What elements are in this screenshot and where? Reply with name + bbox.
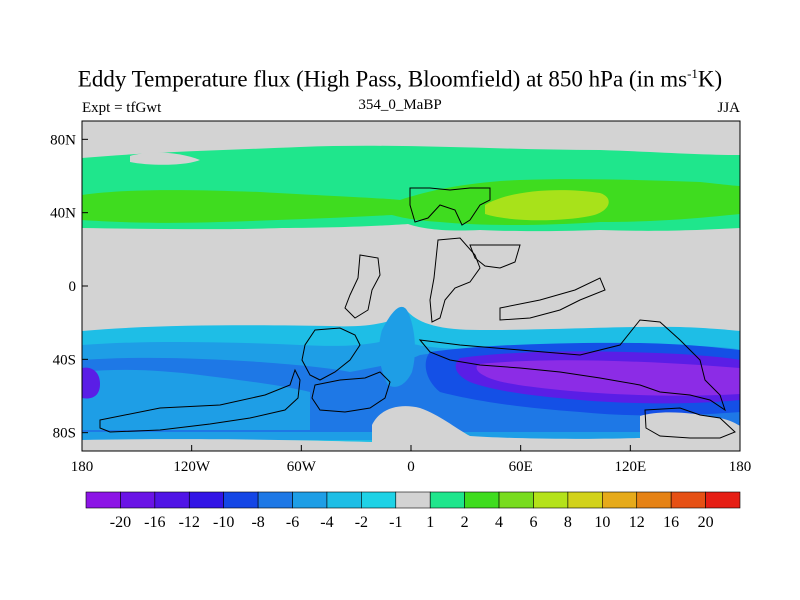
colorbar-label: -1 — [389, 514, 402, 531]
colorbar-swatch — [326, 491, 362, 509]
colorbar-swatch — [395, 491, 431, 509]
x-tick-label: 180 — [71, 459, 94, 475]
colorbar-swatch — [120, 491, 156, 509]
colorbar-label: -16 — [144, 514, 165, 531]
band-south-core — [476, 360, 740, 396]
band-north-core — [485, 190, 609, 221]
colorbar-label: -12 — [179, 514, 200, 531]
band-north-gap — [130, 152, 200, 165]
chart-title: Eddy Temperature flux (High Pass, Bloomf… — [77, 66, 723, 92]
coastline-land-8 — [311, 371, 391, 413]
colorbar-label: 12 — [629, 514, 645, 531]
coastline-land-5 — [301, 327, 361, 381]
coastline-land-9 — [644, 407, 736, 439]
colorbar-swatch — [670, 491, 706, 509]
experiment-label: Expt = tfGwt — [82, 100, 162, 116]
coastline-land-3 — [469, 244, 521, 269]
y-tick-label: 40N — [50, 206, 76, 222]
south-spike — [379, 306, 415, 387]
band-west-core — [82, 367, 100, 399]
colorbar-swatch — [154, 491, 190, 509]
coastline-land-7 — [99, 368, 301, 433]
colorbar-label: 20 — [698, 514, 714, 531]
period-label: 354_0_MaBP — [358, 97, 442, 113]
coastline-land-1 — [344, 254, 381, 319]
x-tick-label: 0 — [407, 459, 415, 475]
y-tick-label: 80S — [53, 426, 76, 442]
x-tick-label: 180 — [729, 459, 752, 475]
colorbar-label: -10 — [213, 514, 234, 531]
colorbar-label: -4 — [320, 514, 333, 531]
colorbar-swatch — [567, 491, 603, 509]
antarctic-block-2 — [82, 439, 372, 451]
colorbar-swatch — [292, 491, 328, 509]
x-tick-label: 120W — [173, 459, 211, 475]
antarctic-block-3 — [640, 412, 740, 451]
x-tick-label: 120E — [614, 459, 646, 475]
colorbar-swatch — [498, 491, 534, 509]
y-axis: 80N 40N 0 40S 80S — [50, 132, 88, 442]
colorbar-label: -20 — [110, 514, 131, 531]
colorbar-swatch — [636, 491, 672, 509]
map-field — [82, 121, 740, 451]
colorbar-label: 10 — [594, 514, 610, 531]
colorbar-label: -8 — [251, 514, 264, 531]
colorbar-swatch — [257, 491, 293, 509]
x-tick-label: 60E — [509, 459, 533, 475]
colorbar-swatch — [533, 491, 569, 509]
coastline-eurasia-north — [409, 187, 491, 226]
colorbar-label: -6 — [286, 514, 299, 531]
colorbar-label: 4 — [495, 514, 503, 531]
season-label: JJA — [717, 100, 740, 116]
y-tick-label: 0 — [69, 279, 77, 295]
colorbar-swatch — [602, 491, 638, 509]
colorbar-label: 8 — [564, 514, 572, 531]
coastline-land-6 — [418, 319, 726, 412]
colorbar: -20 -16 -12 -10 -8 -6 -4 -2 -1 1 2 4 6 8 10 12 16 20 — [85, 491, 741, 531]
colorbar-label: 16 — [663, 514, 679, 531]
x-axis: 180 120W 60W 0 60E 120E 180 — [71, 445, 752, 475]
colorbar-swatch — [223, 491, 259, 509]
x-tick-label: 60W — [287, 459, 317, 475]
y-tick-label: 40S — [53, 352, 76, 368]
y-tick-label: 80N — [50, 132, 76, 148]
colorbar-swatch — [188, 491, 224, 509]
colorbar-label: -2 — [355, 514, 368, 531]
colorbar-swatch — [464, 491, 500, 509]
colorbar-label: 1 — [426, 514, 434, 531]
band-south-westerly — [82, 369, 310, 430]
coastlines — [99, 187, 736, 439]
colorbar-swatch — [85, 491, 121, 509]
colorbar-swatch — [429, 491, 465, 509]
colorbar-swatch — [705, 491, 741, 509]
coastline-land-4 — [499, 277, 606, 321]
colorbar-swatch — [361, 491, 397, 509]
antarctic-block-1 — [372, 406, 640, 451]
colorbar-label: 2 — [461, 514, 469, 531]
colorbar-label: 6 — [529, 514, 537, 531]
